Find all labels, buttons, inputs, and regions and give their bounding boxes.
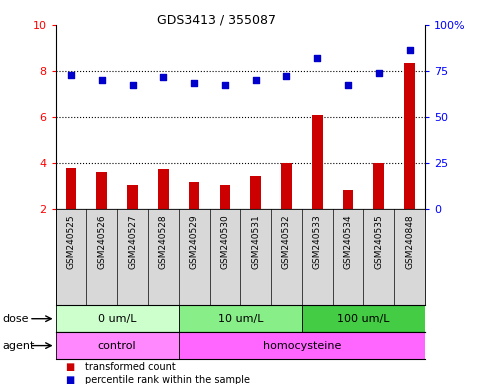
Text: GSM240530: GSM240530 xyxy=(220,214,229,269)
Bar xyxy=(179,305,302,332)
Bar xyxy=(404,63,415,209)
Point xyxy=(313,55,321,61)
Text: 0 um/L: 0 um/L xyxy=(98,314,136,324)
Text: ■: ■ xyxy=(65,375,74,384)
Text: 10 um/L: 10 um/L xyxy=(217,314,263,324)
Text: 100 um/L: 100 um/L xyxy=(337,314,390,324)
Point xyxy=(190,80,198,86)
Text: GSM240531: GSM240531 xyxy=(251,214,260,269)
Bar xyxy=(302,305,425,332)
Text: control: control xyxy=(98,341,136,351)
Bar xyxy=(250,176,261,209)
Point xyxy=(159,74,167,81)
Bar xyxy=(373,163,384,209)
Point xyxy=(98,77,106,83)
Text: transformed count: transformed count xyxy=(85,362,175,372)
Text: GSM240534: GSM240534 xyxy=(343,214,353,269)
Text: homocysteine: homocysteine xyxy=(263,341,341,351)
Text: GSM240528: GSM240528 xyxy=(159,214,168,269)
Text: GSM240527: GSM240527 xyxy=(128,214,137,269)
Text: percentile rank within the sample: percentile rank within the sample xyxy=(85,375,250,384)
Text: GSM240533: GSM240533 xyxy=(313,214,322,269)
Text: GSM240848: GSM240848 xyxy=(405,214,414,269)
Bar xyxy=(281,163,292,209)
Bar xyxy=(56,305,179,332)
Bar xyxy=(158,169,169,209)
Text: GDS3413 / 355087: GDS3413 / 355087 xyxy=(156,13,276,26)
Point xyxy=(128,82,136,88)
Bar xyxy=(127,185,138,209)
Point xyxy=(406,47,413,53)
Bar xyxy=(66,168,76,209)
Text: GSM240532: GSM240532 xyxy=(282,214,291,269)
Text: GSM240526: GSM240526 xyxy=(97,214,106,269)
Bar xyxy=(189,182,199,209)
Bar xyxy=(219,185,230,209)
Point xyxy=(221,82,229,88)
Text: dose: dose xyxy=(2,314,29,324)
Point xyxy=(375,70,383,76)
Point xyxy=(344,82,352,88)
Bar xyxy=(342,190,354,209)
Text: ■: ■ xyxy=(65,362,74,372)
Text: GSM240525: GSM240525 xyxy=(67,214,75,269)
Bar xyxy=(56,332,179,359)
Point xyxy=(252,77,259,83)
Text: agent: agent xyxy=(2,341,35,351)
Bar xyxy=(96,172,107,209)
Point xyxy=(283,73,290,79)
Bar xyxy=(179,332,425,359)
Point xyxy=(67,72,75,78)
Text: GSM240535: GSM240535 xyxy=(374,214,384,269)
Text: GSM240529: GSM240529 xyxy=(190,214,199,269)
Bar xyxy=(312,115,323,209)
